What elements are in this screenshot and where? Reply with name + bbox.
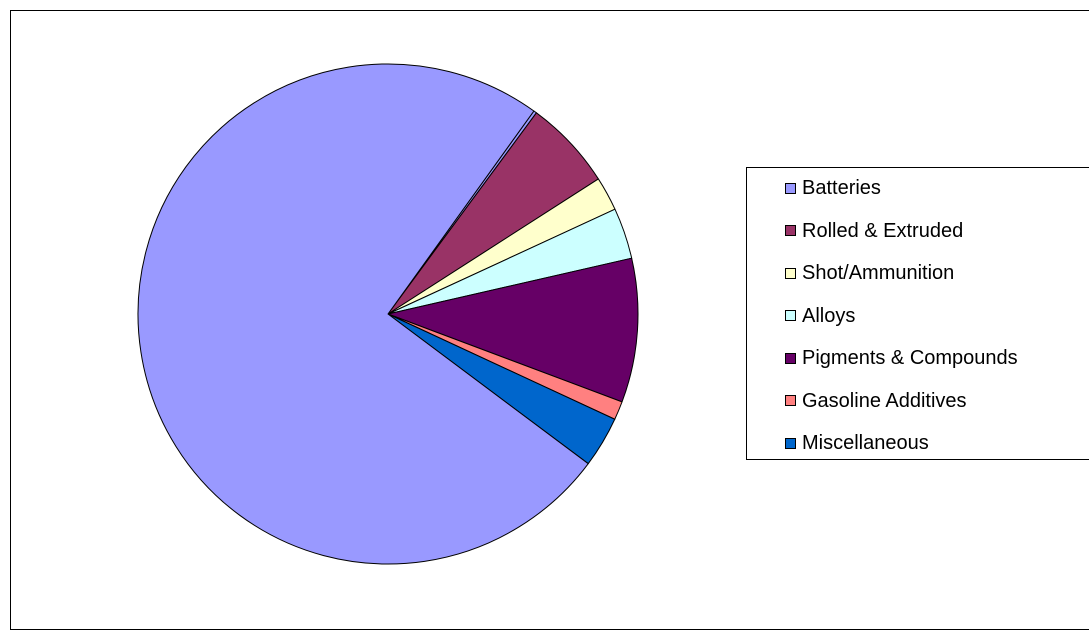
legend: Batteries Rolled & Extruded Shot/Ammunitio…	[746, 167, 1089, 460]
pie-slices	[137, 63, 639, 565]
pie-slice-pigments-compounds-4	[387, 257, 639, 403]
legend-swatch	[785, 395, 796, 406]
legend-label: Miscellaneous	[802, 432, 929, 454]
legend-label: Batteries	[802, 177, 881, 199]
legend-item-batteries: Batteries	[785, 176, 881, 200]
legend-item-miscellaneous: Miscellaneous	[785, 431, 929, 455]
legend-label: Shot/Ammunition	[802, 262, 955, 284]
legend-label: Rolled & Extruded	[802, 219, 964, 242]
pie-chart	[137, 63, 639, 565]
legend-swatch	[785, 352, 796, 364]
legend-swatch	[785, 225, 796, 236]
legend-label: Pigments & Compounds	[802, 347, 1018, 369]
legend-item-alloys: Alloys	[785, 304, 855, 328]
legend-swatch	[785, 310, 796, 321]
legend-item-shot-ammunition: Shot/Ammunition	[785, 261, 954, 285]
pie-slice-batteries-7	[137, 63, 589, 565]
legend-item-gasoline-additives: Gasoline Additives	[785, 389, 967, 413]
legend-label: Gasoline Additives	[802, 389, 967, 412]
legend-swatch	[785, 182, 796, 194]
legend-swatch	[785, 267, 796, 279]
legend-swatch	[785, 437, 796, 449]
legend-label: Alloys	[802, 304, 856, 327]
legend-item-rolled-extruded: Rolled & Extruded	[785, 219, 963, 243]
legend-item-pigments-compounds: Pigments & Compounds	[785, 346, 1018, 370]
